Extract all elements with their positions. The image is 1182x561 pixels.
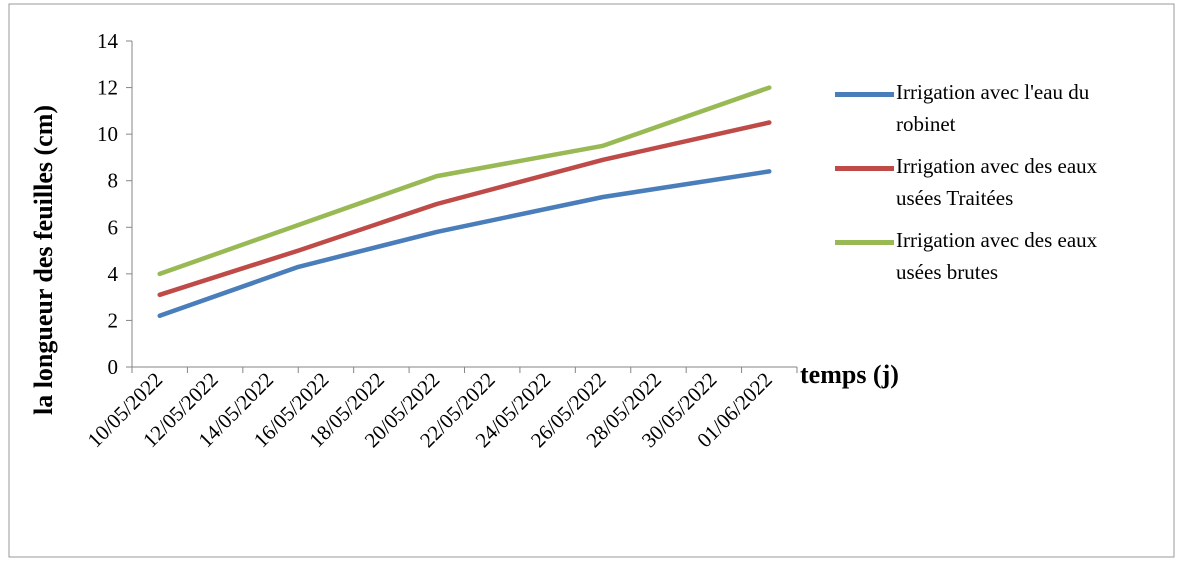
legend-label: Irrigation avec l'eau du (896, 80, 1090, 104)
series-line-1 (157, 169, 772, 319)
y-tick-label: 14 (97, 29, 119, 53)
legend-label: usées Traitées (896, 186, 1014, 210)
legend: Irrigation avec l'eau du robinet Irrigatio… (833, 76, 1173, 298)
legend-label: Irrigation avec des eaux (896, 154, 1098, 178)
legend-swatch (835, 240, 894, 245)
series-line-2 (157, 120, 772, 298)
y-tick-labels: 0 2 4 6 8 10 12 14 (97, 29, 119, 379)
chart-border (8, 3, 1175, 558)
x-axis-label: temps (j) (800, 360, 899, 389)
legend-item: Irrigation avec l'eau du robinet (833, 76, 1173, 140)
legend-swatch (835, 166, 894, 171)
x-tick-labels: 10/05/202212/05/202214/05/202216/05/2022… (83, 368, 777, 453)
legend-label: robinet (896, 112, 956, 136)
legend-item: Irrigation avec des eaux usées brutes (833, 224, 1173, 288)
y-tick-label: 4 (108, 262, 119, 286)
legend-item: Irrigation avec des eaux usées Traitées (833, 150, 1173, 214)
axes (126, 40, 798, 373)
y-axis-label: la longueur des feuilles (cm) (29, 105, 58, 415)
legend-label: Irrigation avec des eaux (896, 228, 1098, 252)
y-tick-label: 12 (97, 76, 118, 100)
y-tick-label: 6 (108, 215, 119, 239)
y-tick-label: 0 (108, 355, 119, 379)
y-tick-label: 8 (108, 169, 119, 193)
series-group (157, 85, 772, 319)
series-line-3 (157, 85, 772, 277)
y-tick-label: 10 (97, 122, 118, 146)
y-tick-label: 2 (108, 308, 119, 332)
legend-label: usées brutes (896, 260, 999, 284)
legend-swatch (835, 92, 894, 97)
